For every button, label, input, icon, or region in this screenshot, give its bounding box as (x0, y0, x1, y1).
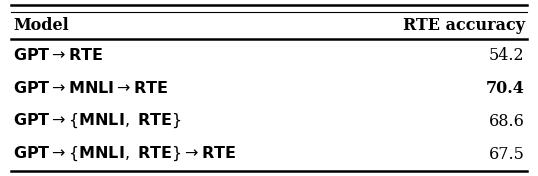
Text: 68.6: 68.6 (489, 113, 525, 130)
Text: $\mathbf{GPT} \rightarrow \{\mathbf{MNLI},\ \mathbf{RTE}\} \rightarrow \mathbf{R: $\mathbf{GPT} \rightarrow \{\mathbf{MNLI… (13, 145, 237, 164)
Text: 54.2: 54.2 (489, 47, 525, 64)
Text: $\mathbf{GPT} \rightarrow \mathbf{MNLI} \rightarrow \mathbf{RTE}$: $\mathbf{GPT} \rightarrow \mathbf{MNLI} … (13, 80, 169, 97)
Text: 67.5: 67.5 (489, 146, 525, 163)
Text: 70.4: 70.4 (486, 80, 525, 97)
Text: RTE accuracy: RTE accuracy (402, 17, 525, 34)
Text: Model: Model (13, 17, 69, 34)
Text: $\mathbf{GPT} \rightarrow \{\mathbf{MNLI},\ \mathbf{RTE}\}$: $\mathbf{GPT} \rightarrow \{\mathbf{MNLI… (13, 112, 182, 130)
Text: $\mathbf{GPT} \rightarrow \mathbf{RTE}$: $\mathbf{GPT} \rightarrow \mathbf{RTE}$ (13, 47, 104, 64)
